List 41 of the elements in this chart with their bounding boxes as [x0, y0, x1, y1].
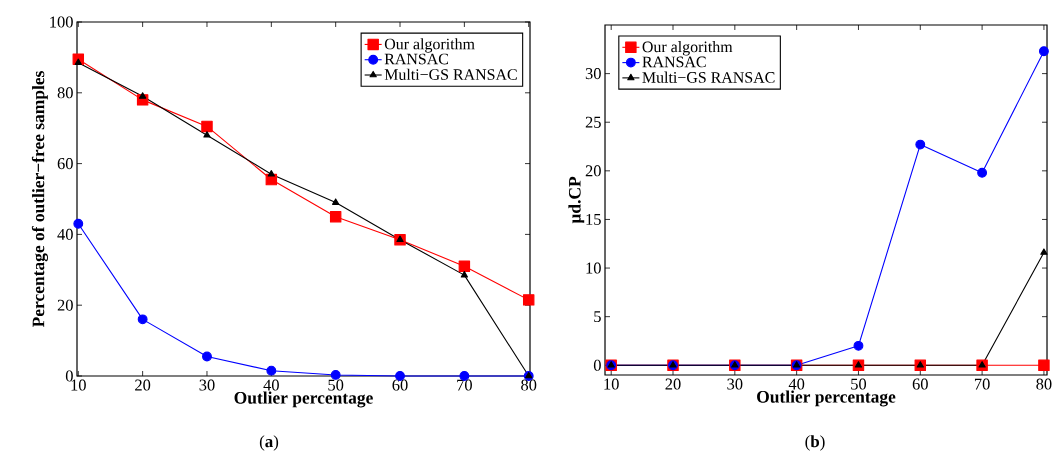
text: (a)	[259, 435, 279, 451]
x-tick-label: 50	[328, 379, 344, 391]
y-tick-label: 15	[586, 213, 601, 225]
x-tick-label: 20	[135, 379, 151, 391]
y-tick-label: 20	[57, 299, 73, 311]
x-tick-label: 70	[974, 378, 990, 390]
x-tick-label: 60	[392, 379, 408, 391]
y-tick-label: 100	[50, 16, 73, 28]
legend-label: Multi−GS RANSAC	[384, 68, 517, 80]
x-tick-label: 30	[727, 378, 743, 390]
legend-label: Our algorithm	[642, 41, 733, 56]
x-tick-label: 50	[851, 378, 867, 390]
x-tick-label: 10	[71, 379, 86, 391]
x-tick-label: 70	[457, 379, 472, 391]
x-tick-label: 80	[521, 379, 537, 391]
x-tick-label: 20	[665, 378, 681, 390]
x-tick-label: 40	[788, 378, 805, 390]
text: (b)	[805, 435, 825, 451]
x-axis-title: Outlier percentage	[757, 390, 896, 407]
legend-label: Multi−GS RANSAC	[642, 71, 775, 83]
y-tick-label: 20	[585, 165, 601, 177]
y-tick-label: 5	[594, 311, 601, 323]
y-axis-title: µd.CP	[568, 176, 585, 224]
x-tick-label: 30	[199, 379, 215, 391]
legend-label: RANSAC	[384, 53, 448, 65]
y-tick-label: 30	[585, 68, 601, 80]
y-tick-label: 10	[586, 262, 601, 274]
y-tick-label: 80	[57, 87, 73, 99]
y-tick-label: 60	[57, 158, 73, 170]
x-axis-title: Outlier percentage	[234, 391, 373, 408]
y-tick-label: 40	[57, 228, 73, 240]
y-tick-label: 0	[593, 359, 601, 371]
legend-label: RANSAC	[642, 56, 706, 68]
y-axis-title: Percentage of outlier−free samples	[31, 71, 48, 328]
y-tick-label: 25	[585, 116, 601, 128]
x-tick-label: 10	[604, 378, 619, 390]
x-tick-label: 40	[263, 379, 279, 391]
legend-label: Our algorithm	[384, 38, 475, 53]
y-tick-label: 0	[65, 370, 73, 382]
x-tick-label: 80	[1036, 378, 1052, 390]
x-tick-label: 60	[912, 378, 928, 390]
